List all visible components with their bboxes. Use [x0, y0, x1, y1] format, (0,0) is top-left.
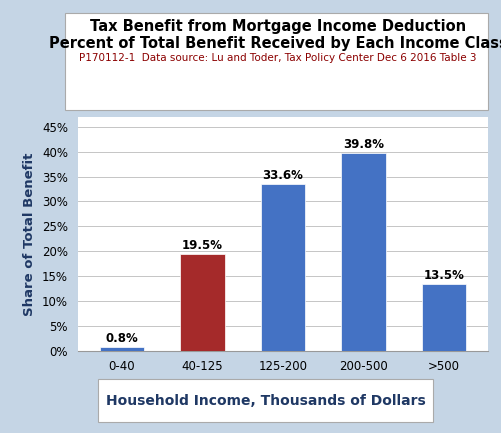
Y-axis label: Share of Total Benefit: Share of Total Benefit: [24, 152, 37, 316]
Text: P170112-1  Data source: Lu and Toder, Tax Policy Center Dec 6 2016 Table 3: P170112-1 Data source: Lu and Toder, Tax…: [79, 53, 477, 63]
Text: 39.8%: 39.8%: [343, 138, 384, 151]
Text: Household Income, Thousands of Dollars: Household Income, Thousands of Dollars: [106, 394, 425, 407]
Text: 19.5%: 19.5%: [182, 239, 223, 252]
Text: 33.6%: 33.6%: [263, 168, 304, 181]
Bar: [342, 153, 386, 351]
Text: Percent of Total Benefit Received by Each Income Class: Percent of Total Benefit Received by Eac…: [49, 36, 501, 51]
Bar: [180, 254, 224, 351]
Bar: [100, 347, 144, 351]
Text: 13.5%: 13.5%: [424, 268, 464, 281]
Text: 0.8%: 0.8%: [106, 332, 138, 345]
Bar: [422, 284, 466, 351]
Text: Tax Benefit from Mortgage Income Deduction: Tax Benefit from Mortgage Income Deducti…: [90, 19, 466, 35]
Bar: [261, 184, 305, 351]
